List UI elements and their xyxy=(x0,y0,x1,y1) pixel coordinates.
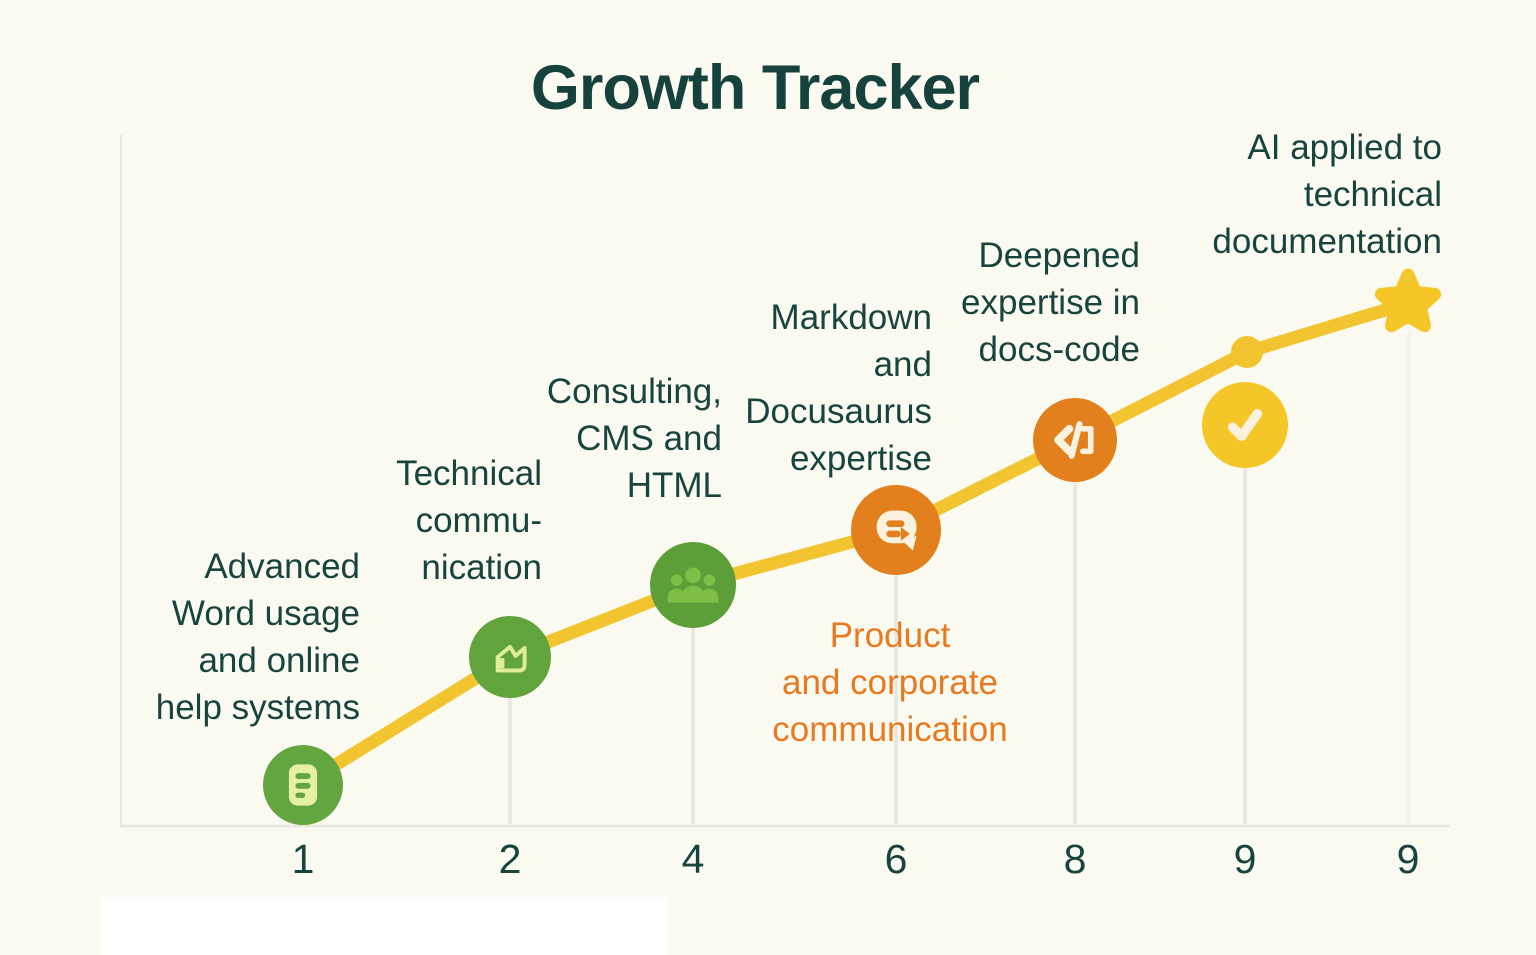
x-tick: 1 xyxy=(291,836,315,882)
x-tick: 9 xyxy=(1233,836,1257,882)
people-icon xyxy=(667,567,719,603)
milestone-label-consulting: Consulting, CMS and HTML xyxy=(546,372,722,505)
milestone-marker-word xyxy=(263,745,343,825)
x-tick: 6 xyxy=(884,836,908,882)
milestone-marker-consulting xyxy=(650,542,736,628)
milestone-label-word: Advanced Word usage and online help syst… xyxy=(155,547,360,727)
star-icon xyxy=(1374,268,1442,333)
milestone-label-ai: AI applied to technical documentation xyxy=(1212,128,1442,261)
white-mask xyxy=(100,897,668,955)
milestone-marker-check xyxy=(1202,382,1288,468)
milestone-marker-markdown xyxy=(851,485,941,575)
x-tick: 4 xyxy=(681,836,705,882)
x-tick: 9 xyxy=(1396,836,1420,882)
milestone-sublabel-product-comm: Product and corporate communication xyxy=(772,616,1008,749)
page-title: Growth Tracker xyxy=(530,53,980,123)
document-icon xyxy=(288,764,318,806)
code-icon xyxy=(1054,421,1094,459)
chat-bubble-icon xyxy=(876,510,917,551)
milestone-label-techcomm: Technical commu- nication xyxy=(396,454,542,587)
milestone-label-markdown: Markdown and Docusaurus expertise xyxy=(745,298,932,478)
milestone-marker-techcomm xyxy=(469,616,551,698)
line-point-dot xyxy=(1231,336,1263,368)
checkmark-icon xyxy=(1227,408,1263,442)
x-tick: 2 xyxy=(498,836,522,882)
milestone-marker-docscode xyxy=(1033,398,1117,482)
x-tick: 8 xyxy=(1063,836,1087,882)
growth-chart-icon xyxy=(495,644,527,673)
milestone-label-docscode: Deepened expertise in docs-code xyxy=(961,236,1140,369)
